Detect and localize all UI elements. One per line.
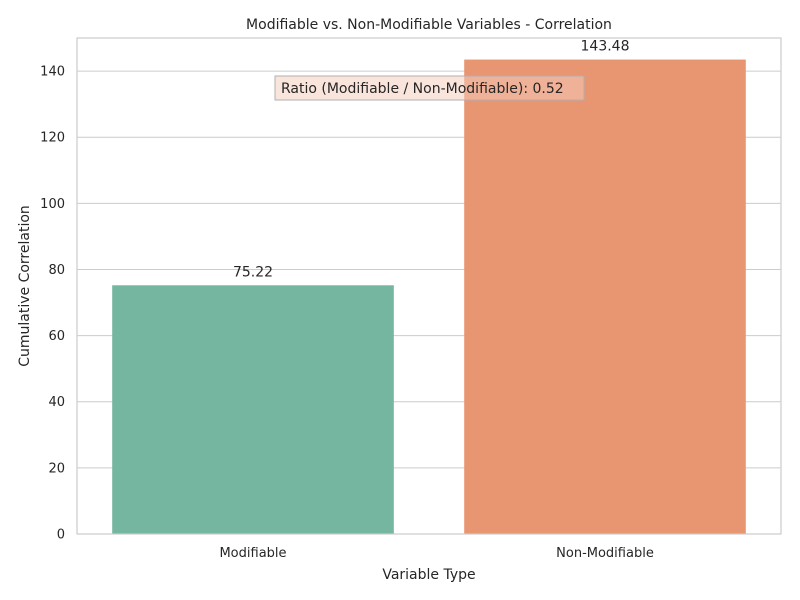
data-label: 75.22 bbox=[233, 264, 273, 280]
x-tick-labels: Modifiable Non-Modifiable bbox=[219, 546, 653, 561]
annotation-box bbox=[274, 75, 585, 101]
y-tick-label: 20 bbox=[48, 461, 65, 476]
data-label: 143.48 bbox=[581, 39, 630, 55]
bar-modifiable bbox=[112, 285, 394, 534]
y-tick-labels: 0 20 40 60 80 100 120 140 bbox=[40, 65, 65, 543]
plot-frame bbox=[76, 37, 782, 535]
y-tick-label: 100 bbox=[40, 197, 65, 212]
bars bbox=[112, 59, 746, 534]
chart-title: Modifiable vs. Non-Modifiable Variables … bbox=[246, 17, 612, 33]
y-tick-label: 40 bbox=[48, 395, 65, 410]
x-tick-label: Non-Modifiable bbox=[556, 546, 654, 561]
x-tick-label: Modifiable bbox=[219, 546, 286, 561]
data-labels: 75.22 143.48 bbox=[233, 39, 630, 281]
x-axis-title: Variable Type bbox=[382, 567, 475, 583]
ratio-annotation: Ratio (Modifiable / Non-Modifiable): 0.5… bbox=[274, 75, 585, 101]
y-tick-label: 0 bbox=[57, 528, 65, 543]
annotation-text: Ratio (Modifiable / Non-Modifiable): 0.5… bbox=[281, 81, 564, 97]
y-tick-label: 60 bbox=[48, 329, 65, 344]
y-tick-label: 140 bbox=[40, 65, 65, 80]
y-tick-label: 120 bbox=[40, 131, 65, 146]
bar-non-modifiable bbox=[464, 59, 746, 534]
y-tick-label: 80 bbox=[48, 263, 65, 278]
y-axis-title: Cumulative Correlation bbox=[17, 205, 33, 367]
